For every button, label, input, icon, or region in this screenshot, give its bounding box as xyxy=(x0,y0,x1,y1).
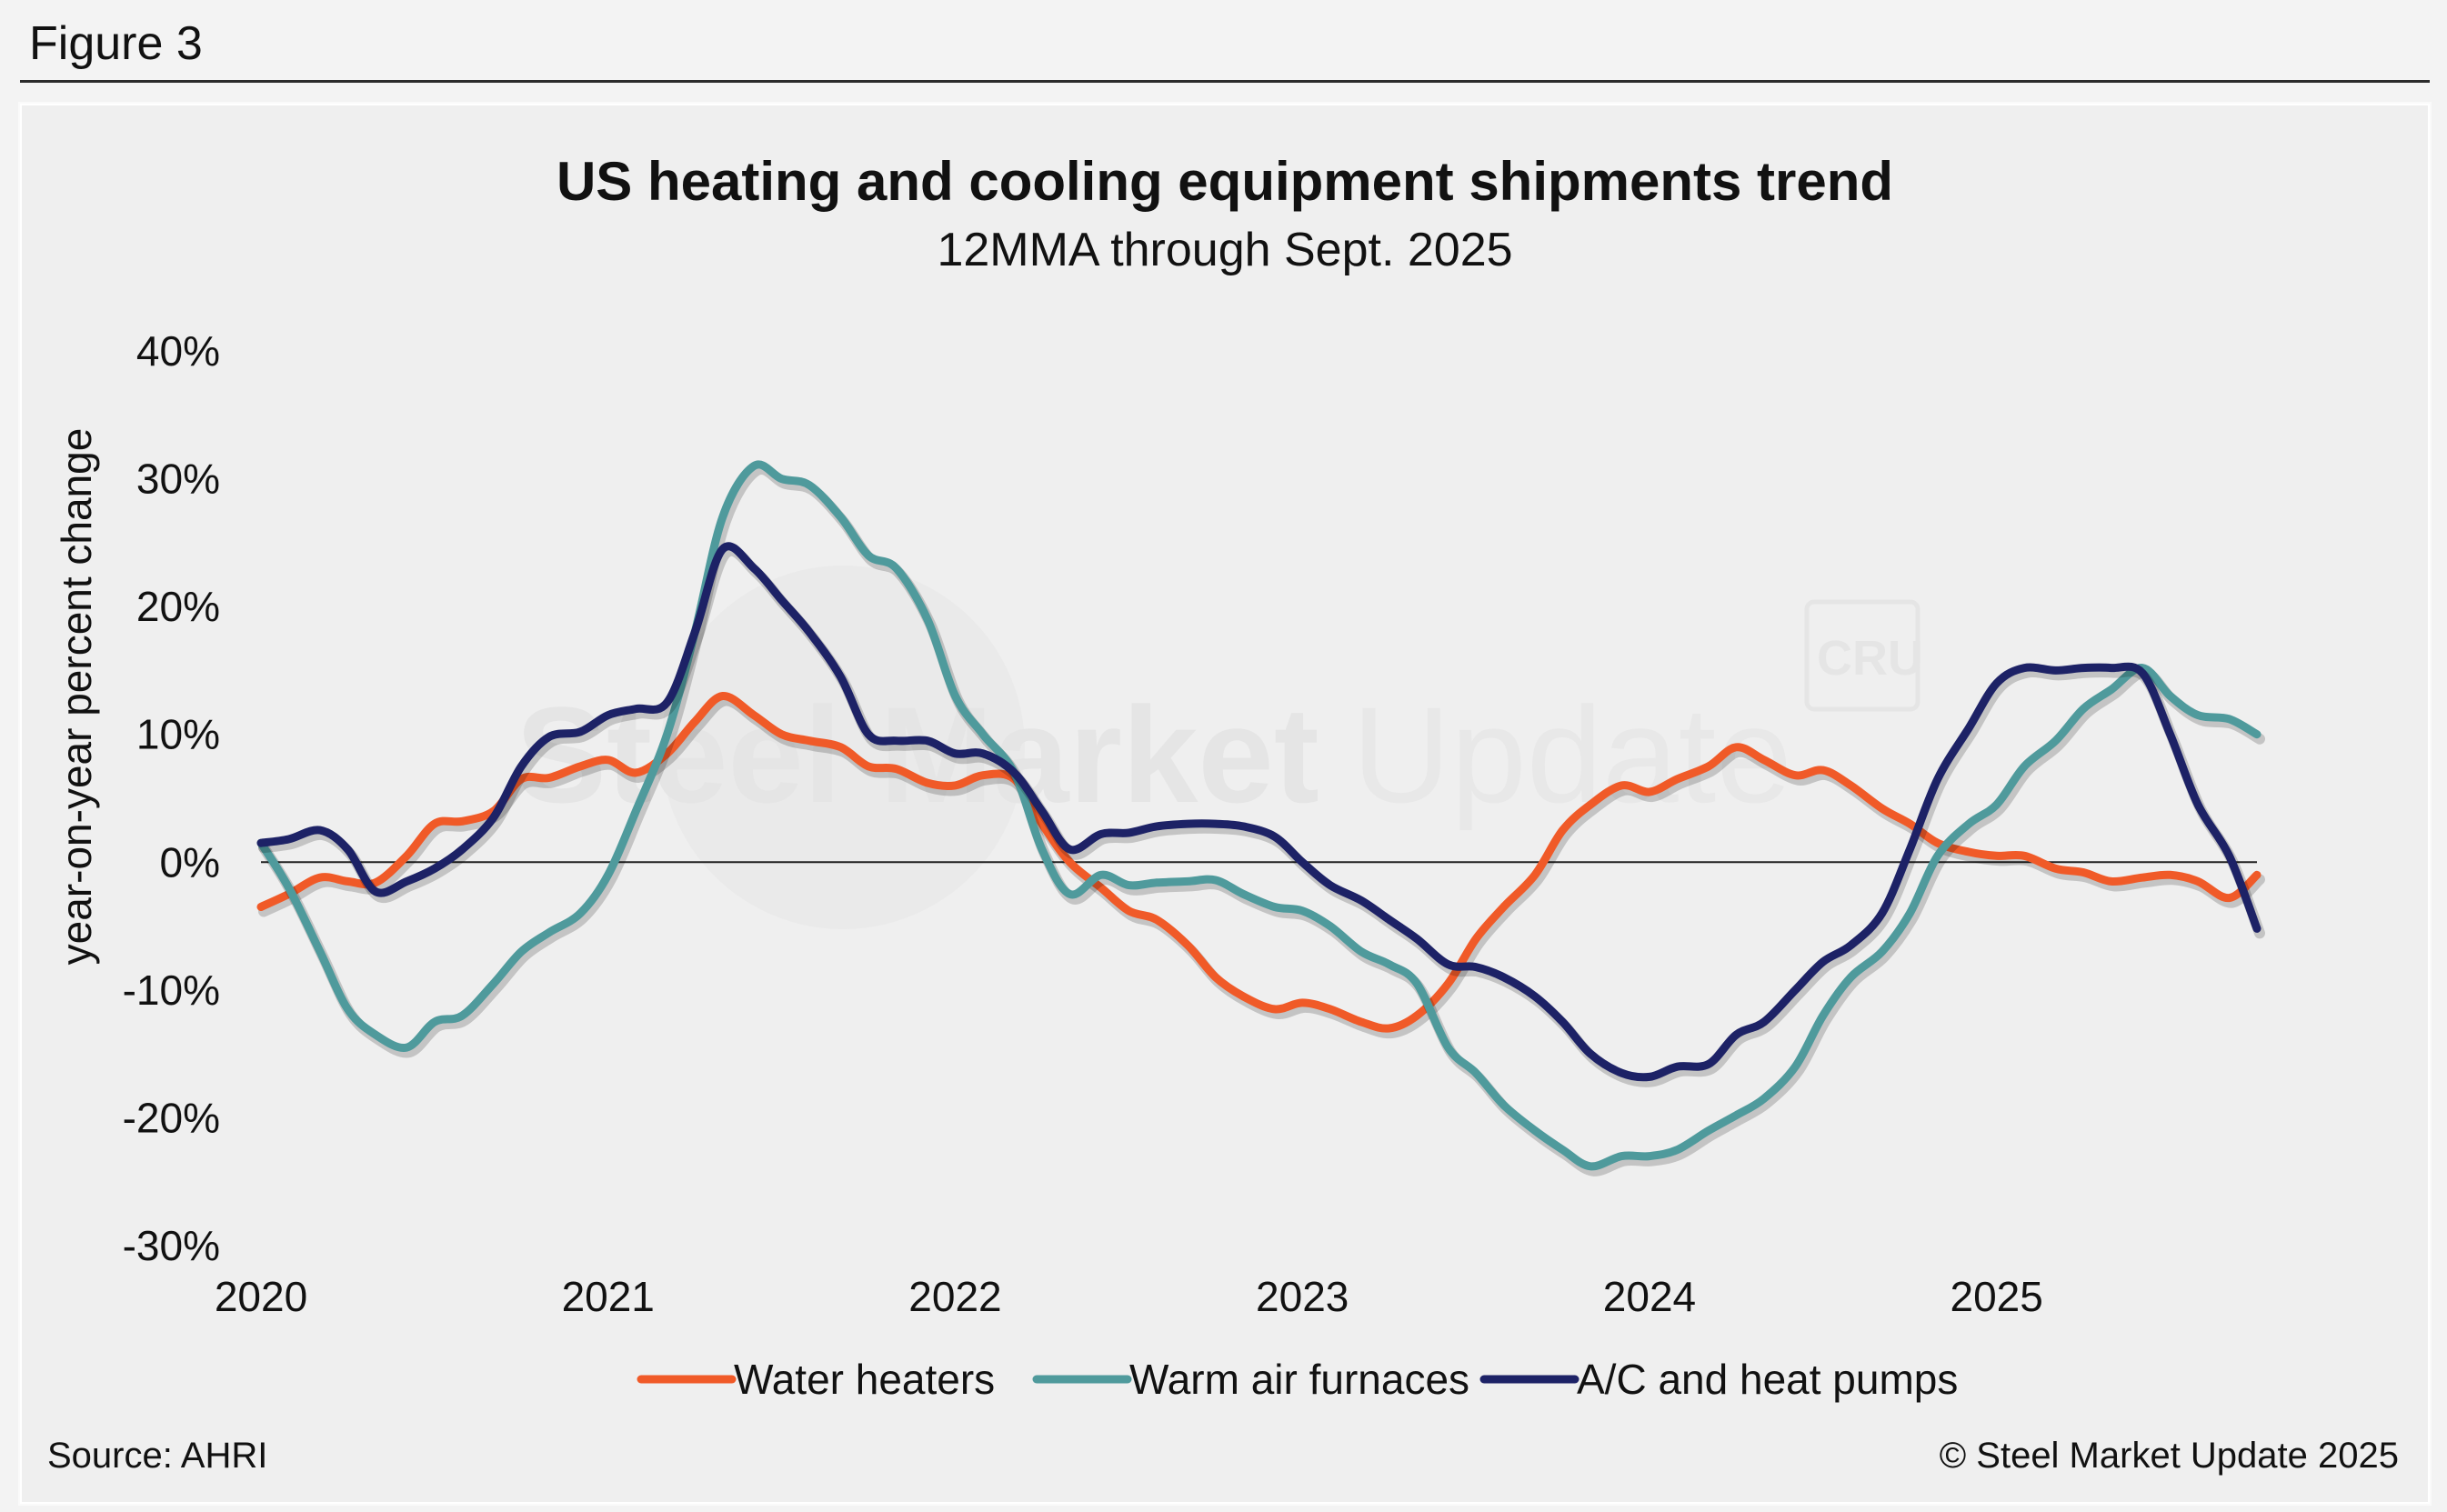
watermark-badge xyxy=(1804,599,1920,712)
series-lines xyxy=(256,460,2265,1177)
y-tick-label: 40% xyxy=(136,327,220,375)
chart: Steel Market Update CRU US heating and c… xyxy=(47,151,2399,1476)
y-tick-label: -10% xyxy=(123,966,220,1014)
y-axis-ticks: 40% 30% 20% 10% 0% -10% -20% -30% xyxy=(123,327,220,1269)
y-axis-label: year-on-year percent change xyxy=(53,428,100,966)
y-tick-label: 0% xyxy=(160,838,220,886)
y-tick-label: 20% xyxy=(136,583,220,630)
chart-panel: Steel Market Update CRU US heating and c… xyxy=(18,102,2432,1506)
y-tick-label: -20% xyxy=(123,1094,220,1141)
x-tick-label: 2021 xyxy=(562,1273,655,1320)
x-tick-label: 2020 xyxy=(215,1273,307,1320)
y-tick-label: 30% xyxy=(136,456,220,503)
chart-subtitle: 12MMA through Sept. 2025 xyxy=(937,224,1512,276)
figure-label: Figure 3 xyxy=(29,17,203,70)
series-line-ac-heat-pumps xyxy=(256,542,2261,1082)
x-tick-label: 2025 xyxy=(1951,1273,2043,1320)
x-tick-label: 2022 xyxy=(908,1273,1001,1320)
series-line-warm-air-furnaces xyxy=(256,460,2261,1171)
y-tick-label: -30% xyxy=(123,1222,220,1269)
x-axis-ticks: 2020 2021 2022 2023 2024 2025 xyxy=(215,1273,2043,1320)
watermark-text-main: Steel Market xyxy=(516,678,1319,831)
watermark: Steel Market Update CRU xyxy=(516,566,1923,929)
y-tick-label: 10% xyxy=(136,711,220,758)
legend-label-warm-air-furnaces: Warm air furnaces xyxy=(1129,1356,1469,1403)
x-tick-label: 2024 xyxy=(1603,1273,1696,1320)
legend-label-water-heaters: Water heaters xyxy=(734,1356,995,1403)
legend-label-ac-heat-pumps: A/C and heat pumps xyxy=(1577,1356,1958,1403)
legend: Water heaters Warm air furnaces A/C and he… xyxy=(637,1356,1958,1403)
header-rule xyxy=(20,80,2430,83)
x-tick-label: 2023 xyxy=(1256,1273,1349,1320)
watermark-badge-text: CRU xyxy=(1817,631,1923,686)
source-note: Source: AHRI xyxy=(47,1436,267,1476)
copyright-note: © Steel Market Update 2025 xyxy=(1940,1436,2399,1476)
series-line-water-heaters xyxy=(256,692,2261,1033)
chart-title: US heating and cooling equipment shipmen… xyxy=(557,151,1893,212)
